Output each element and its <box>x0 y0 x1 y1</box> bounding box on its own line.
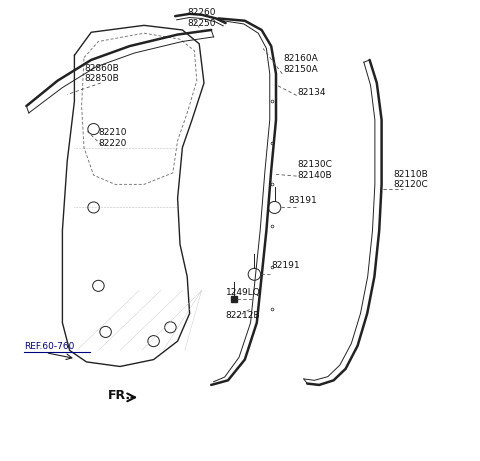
Text: 82130C
82140B: 82130C 82140B <box>298 160 333 180</box>
Text: 82210
82220: 82210 82220 <box>98 128 127 148</box>
Text: 83191: 83191 <box>288 196 317 205</box>
Text: 82260
82250: 82260 82250 <box>187 8 216 28</box>
Text: 82212B: 82212B <box>226 311 260 320</box>
Text: 82134: 82134 <box>298 88 326 97</box>
Text: FR.: FR. <box>108 389 131 402</box>
Text: 1249LQ: 1249LQ <box>226 288 260 297</box>
Text: 82160A
82150A: 82160A 82150A <box>283 54 318 74</box>
Text: 82860B
82850B: 82860B 82850B <box>84 64 119 83</box>
Text: REF.60-760: REF.60-760 <box>24 342 74 351</box>
Text: 82191: 82191 <box>271 260 300 270</box>
Text: 82110B
82120C: 82110B 82120C <box>394 170 428 189</box>
